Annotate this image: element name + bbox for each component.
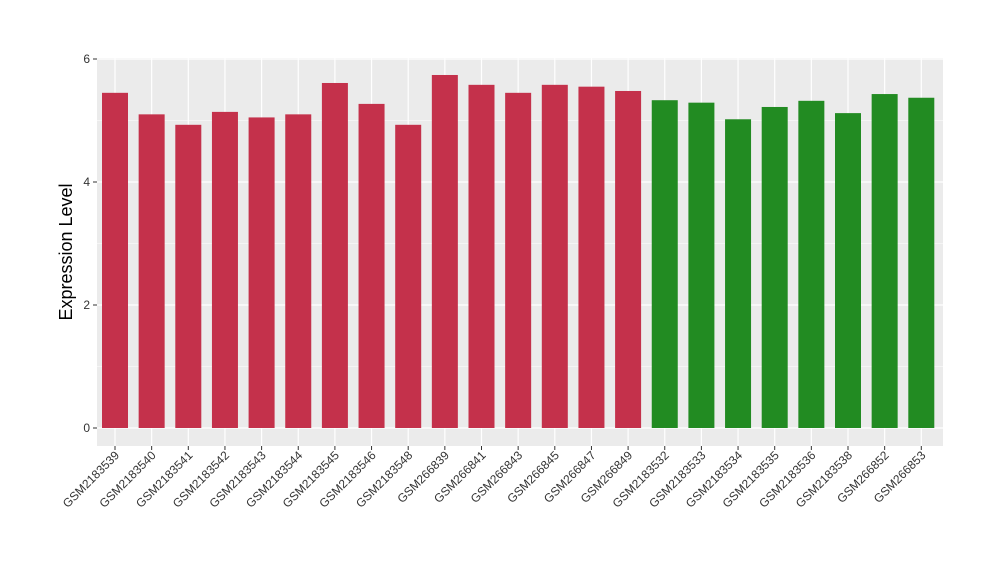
y-tick-label: 0 [83, 421, 90, 435]
bar-GSM266839 [431, 74, 458, 429]
y-axis-title: Expression Level [56, 183, 76, 320]
bar-GSM2183546 [358, 103, 385, 429]
bar-GSM266847 [578, 86, 605, 429]
y-tick-label: 2 [83, 298, 90, 312]
bar-GSM2183539 [102, 92, 128, 428]
bar-GSM2183540 [138, 114, 165, 428]
bar-GSM2183533 [688, 102, 715, 428]
bar-GSM2183538 [835, 113, 861, 429]
bar-GSM2183535 [761, 106, 788, 428]
x-axis: GSM2183539GSM2183540GSM2183541GSM2183542… [60, 446, 929, 510]
y-tick-label: 4 [83, 175, 90, 189]
bar-GSM2183536 [798, 100, 825, 428]
bar-GSM266843 [505, 92, 532, 428]
bar-GSM266845 [541, 84, 568, 428]
bar-GSM2183545 [321, 82, 348, 429]
bar-GSM2183548 [395, 124, 422, 429]
bar-GSM266852 [871, 94, 898, 429]
bar-GSM2183544 [285, 114, 312, 428]
bar-GSM266853 [908, 97, 935, 429]
y-tick-label: 6 [83, 52, 90, 66]
bar-GSM2183534 [725, 119, 752, 429]
bar-GSM266841 [468, 84, 495, 428]
bar-GSM2183541 [175, 124, 202, 429]
bar-GSM266849 [615, 90, 642, 428]
bars [102, 74, 935, 429]
y-axis: 0 2 4 6 [83, 52, 97, 435]
bar-GSM2183542 [211, 111, 238, 428]
bar-GSM2183543 [248, 117, 275, 429]
bar-GSM2183532 [651, 100, 678, 428]
